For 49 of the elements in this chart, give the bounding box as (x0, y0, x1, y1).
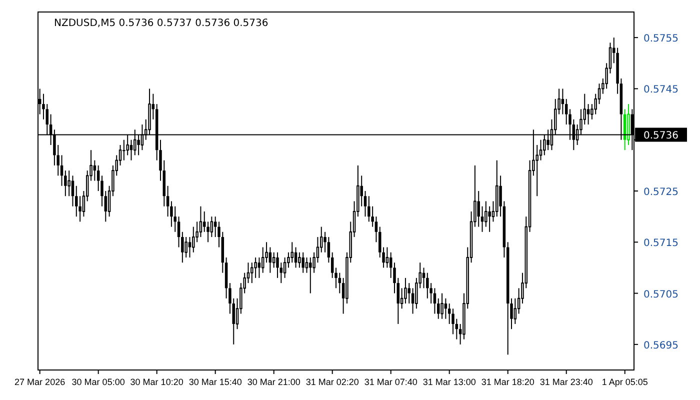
candlestick (262, 246, 264, 274)
y-tick-label: 0.5725 (644, 187, 678, 198)
candlestick (437, 298, 440, 320)
x-tick-label: 30 Mar 05:00 (72, 377, 125, 387)
candlestick (290, 242, 294, 264)
candlestick (514, 298, 517, 324)
candlestick (404, 277, 407, 304)
candlestick (272, 252, 276, 268)
candlestick (188, 236, 192, 258)
candlestick (408, 282, 410, 304)
x-tick-label: 30 Mar 10:20 (130, 377, 184, 387)
candlestick (214, 216, 217, 238)
candlestick (440, 292, 444, 320)
ref-line-label: 0.5736 (644, 130, 678, 142)
x-tick-label: 31 Mar 02:20 (306, 377, 359, 387)
candlestick (202, 210, 206, 232)
candlestick (305, 256, 308, 274)
y-tick-label: 0.5705 (644, 289, 678, 300)
y-tick-label: 0.5745 (644, 84, 678, 96)
candlestick (386, 246, 389, 268)
candlestick (75, 185, 78, 218)
candlestick (302, 252, 304, 274)
candlestick (330, 252, 334, 278)
candlestick (309, 256, 312, 294)
candlestick (199, 206, 202, 238)
x-tick-label: 27 Mar 2026 (14, 377, 66, 387)
y-tick-label: 0.5695 (644, 340, 678, 352)
x-tick-label: 31 Mar 13:00 (422, 377, 476, 387)
candlestick (564, 98, 568, 126)
candlestick (327, 236, 330, 264)
y-tick-label: 0.5715 (644, 238, 678, 250)
y-tick-label: 0.5755 (644, 34, 678, 45)
candlestick (210, 216, 214, 238)
candlestick (374, 216, 378, 243)
candlestick (122, 139, 126, 161)
candlestick (539, 139, 542, 161)
x-tick-label: 31 Mar 18:20 (481, 377, 534, 387)
candlestick (283, 256, 286, 278)
x-tick-label: 31 Mar 23:40 (540, 377, 593, 387)
x-tick-label: 1 Apr 05:05 (602, 377, 648, 387)
x-tick-label: 31 Mar 07:40 (364, 377, 418, 387)
candlestick (477, 190, 480, 228)
x-tick-label: 30 Mar 15:40 (188, 377, 242, 387)
candlestick (586, 104, 590, 126)
candlestick (488, 206, 491, 232)
candlestick (166, 185, 170, 218)
text: NZDUSD,M5 0.5736 0.5737 0.5736 0.5736 (54, 18, 268, 29)
x-tick-label: 30 Mar 21:00 (247, 377, 300, 387)
candlestick (364, 190, 367, 218)
